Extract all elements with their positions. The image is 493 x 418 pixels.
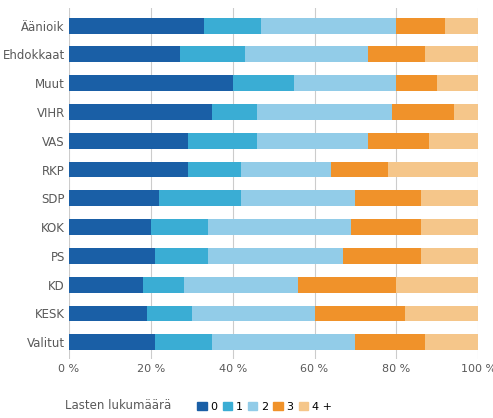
Bar (343, 248, 421, 264)
Bar (233, 75, 294, 91)
Bar (446, 18, 478, 33)
Bar (151, 219, 208, 235)
Bar (257, 104, 392, 120)
Bar (208, 219, 352, 235)
Bar (261, 18, 396, 33)
Legend: 0, 1, 2, 3, 4 +: 0, 1, 2, 3, 4 + (197, 402, 332, 412)
Bar (421, 190, 478, 206)
Bar (142, 277, 183, 293)
Bar (69, 334, 155, 350)
Bar (69, 75, 233, 91)
Bar (355, 334, 425, 350)
Bar (212, 104, 257, 120)
Bar (421, 219, 478, 235)
Bar (69, 190, 159, 206)
Text: Lasten lukumäärä: Lasten lukumäärä (65, 399, 171, 412)
Bar (396, 75, 437, 91)
Bar (396, 277, 478, 293)
Bar (147, 306, 192, 321)
Bar (69, 162, 188, 178)
Bar (241, 162, 331, 178)
Bar (331, 162, 388, 178)
Bar (69, 248, 155, 264)
Bar (355, 190, 421, 206)
Bar (294, 75, 396, 91)
Bar (159, 190, 241, 206)
Bar (69, 306, 147, 321)
Bar (425, 46, 478, 62)
Bar (69, 104, 212, 120)
Bar (179, 46, 245, 62)
Bar (212, 334, 355, 350)
Bar (69, 277, 142, 293)
Bar (245, 46, 368, 62)
Bar (421, 248, 478, 264)
Bar (188, 162, 241, 178)
Bar (69, 219, 151, 235)
Bar (298, 277, 396, 293)
Bar (192, 306, 315, 321)
Bar (425, 334, 478, 350)
Bar (257, 133, 368, 149)
Bar (437, 75, 478, 91)
Bar (405, 306, 478, 321)
Bar (204, 18, 261, 33)
Bar (315, 306, 405, 321)
Bar (241, 190, 355, 206)
Bar (352, 219, 421, 235)
Bar (396, 18, 446, 33)
Bar (368, 133, 429, 149)
Bar (388, 162, 478, 178)
Bar (69, 46, 179, 62)
Bar (208, 248, 343, 264)
Bar (188, 133, 257, 149)
Bar (69, 18, 204, 33)
Bar (392, 104, 454, 120)
Bar (183, 277, 298, 293)
Bar (155, 248, 208, 264)
Bar (454, 104, 478, 120)
Bar (429, 133, 478, 149)
Bar (155, 334, 212, 350)
Bar (368, 46, 425, 62)
Bar (69, 133, 188, 149)
